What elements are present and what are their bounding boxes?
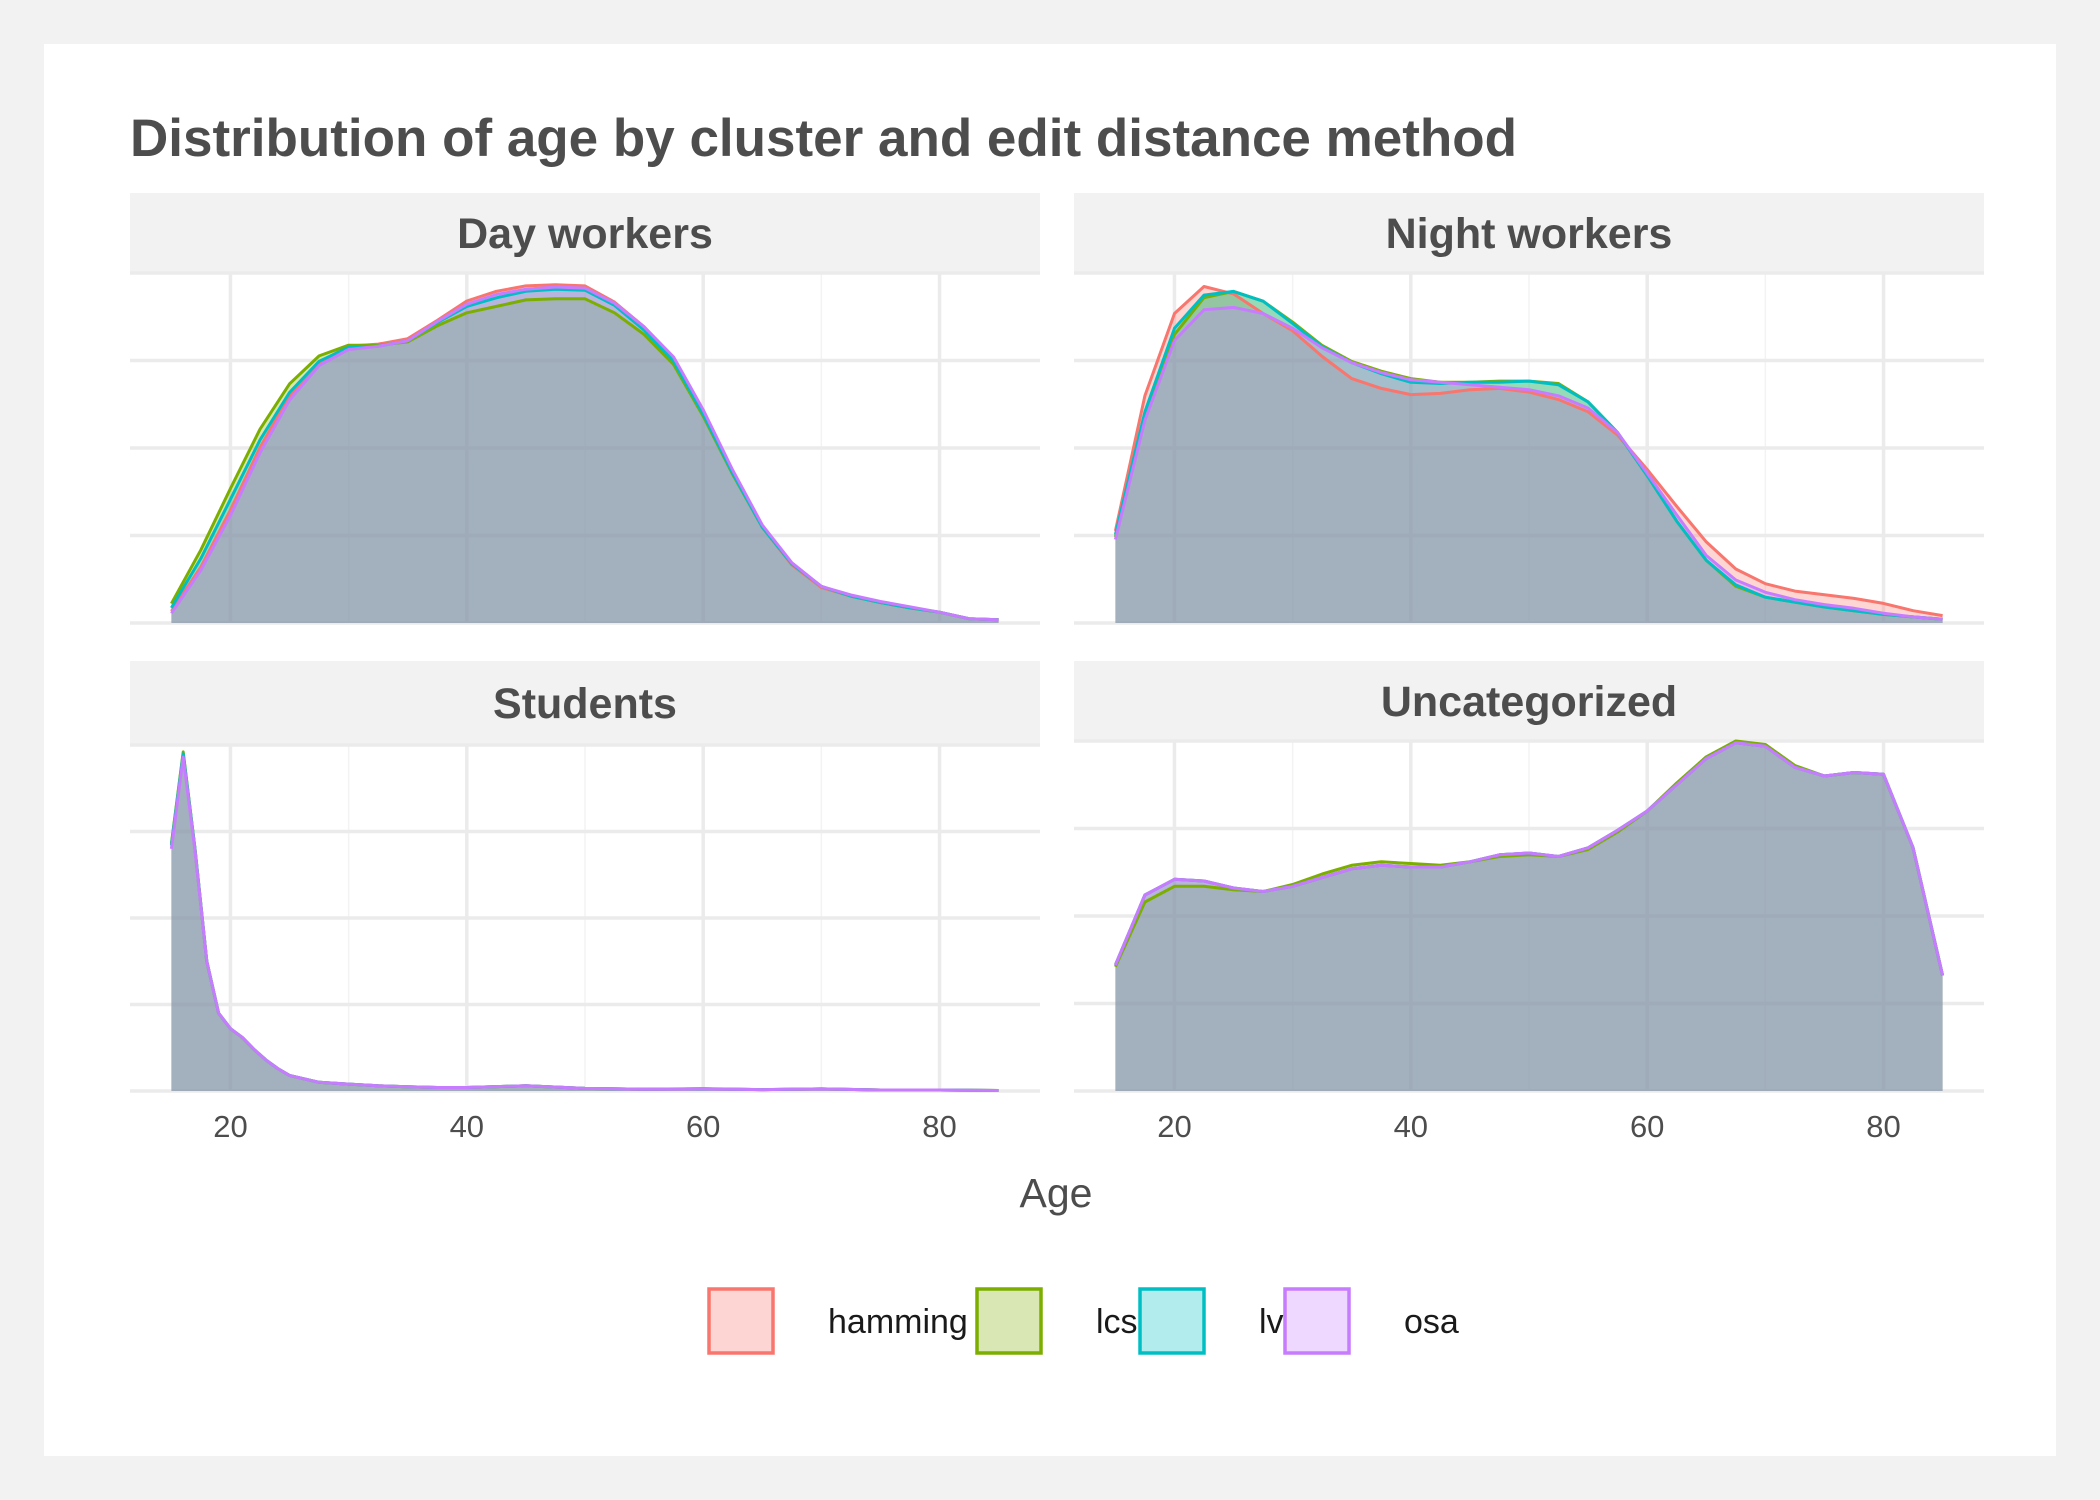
chart-title: Distribution of age by cluster and edit … [130, 109, 1517, 168]
density-area-lv [1115, 742, 1943, 1091]
density-area-lv [171, 753, 999, 1091]
x-tick-label: 20 [213, 1109, 247, 1144]
density-line-osa [169, 755, 999, 1092]
legend-key-osa [1283, 1287, 1351, 1355]
legend: hamming lcs lv osa [707, 1287, 1459, 1355]
density-area-osa [171, 757, 999, 1091]
density-area-hamming [1115, 286, 1943, 623]
legend-label: hamming [828, 1303, 968, 1341]
strip-background [130, 193, 1040, 273]
density-area-lcs [1115, 291, 1943, 623]
density-area-osa [1115, 307, 1943, 623]
strip-background [130, 661, 1040, 745]
density-area-lcs [1115, 741, 1943, 1091]
density-line-hamming [1113, 285, 1943, 618]
density-area-lv [1115, 291, 1943, 623]
strip-label: Uncategorized [1381, 678, 1677, 726]
density-area-lcs [171, 751, 999, 1091]
legend-item-lcs: lcs [975, 1287, 1138, 1355]
panels-group: Day workers Night workers Students 20 40 60 80… [130, 193, 1984, 1144]
density-area-lv [171, 289, 999, 623]
x-tick-label: 40 [450, 1109, 484, 1144]
strip-background [1074, 193, 1984, 273]
legend-key-lcs [975, 1287, 1043, 1355]
strip-label: Night workers [1386, 210, 1673, 258]
x-tick-label: 60 [686, 1109, 720, 1144]
density-line-lv [1113, 289, 1943, 621]
legend-item-lv: lv [1138, 1287, 1284, 1355]
faceted-density-chart: Distribution of age by cluster and edit … [130, 109, 1984, 1355]
density-line-osa [1113, 305, 1943, 621]
x-tick-label: 80 [922, 1109, 956, 1144]
density-area-hamming [171, 284, 999, 623]
x-tick-label: 40 [1394, 1109, 1428, 1144]
x-tick-label: 60 [1630, 1109, 1664, 1144]
legend-item-osa: osa [1283, 1287, 1459, 1355]
x-tick-label: 20 [1157, 1109, 1191, 1144]
legend-key-lv [1138, 1287, 1206, 1355]
density-area-hamming [1115, 742, 1943, 1091]
panel-uncategorized: Uncategorized 20 40 60 80 [1074, 661, 1984, 1144]
legend-item-hamming: hamming [707, 1287, 968, 1355]
legend-label: osa [1404, 1303, 1459, 1341]
density-line-osa [170, 285, 999, 622]
density-area-osa [1115, 742, 1943, 1091]
legend-label: lv [1259, 1303, 1284, 1341]
strip-label: Students [493, 680, 677, 728]
legend-key-hamming [707, 1287, 775, 1355]
x-tick-label: 80 [1866, 1109, 1900, 1144]
strip-background [1074, 661, 1984, 741]
x-axis-title: Age [1020, 1170, 1093, 1216]
strip-label: Day workers [457, 210, 713, 258]
legend-label: lcs [1096, 1303, 1138, 1341]
panel-day-workers: Day workers [130, 193, 1040, 625]
density-area-lcs [171, 298, 999, 623]
panel-night-workers: Night workers [1074, 193, 1984, 625]
density-area-osa [171, 287, 999, 623]
panel-students: Students 20 40 60 80 [130, 661, 1040, 1144]
density-line-osa [1114, 741, 1945, 976]
density-area-hamming [171, 753, 999, 1091]
chart-card: Distribution of age by cluster and edit … [44, 44, 2056, 1456]
